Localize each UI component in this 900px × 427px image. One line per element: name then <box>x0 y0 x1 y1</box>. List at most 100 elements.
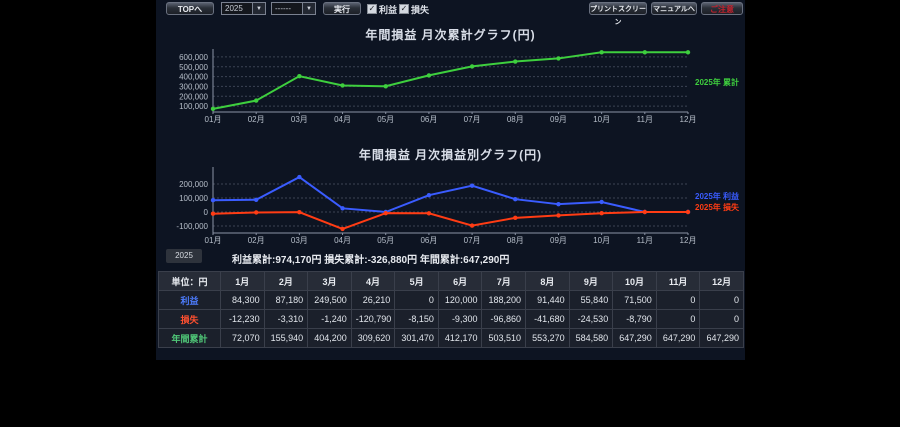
table-row: 利益 84,300 87,180 249,500 26,210 0 120,000 188,2… <box>158 290 744 310</box>
x-tick-label: 06月 <box>420 115 437 124</box>
x-tick-label: 07月 <box>464 115 481 124</box>
value-cell: 120,000 <box>437 290 483 310</box>
chevron-down-icon[interactable]: ▼ <box>302 3 315 14</box>
y-tick-label: 400,000 <box>179 73 208 82</box>
month-header-cell: 12月 <box>699 271 744 291</box>
cumulative-chart: 100,000200,000300,000400,000500,000600,0… <box>179 49 739 124</box>
x-tick-label: 09月 <box>550 236 567 245</box>
x-tick-label: 03月 <box>291 236 308 245</box>
print-screen-button[interactable]: プリントスクリーン <box>589 2 647 26</box>
data-point <box>210 211 216 216</box>
value-cell: -8,790 <box>612 309 657 329</box>
y-tick-label: 200,000 <box>179 180 208 189</box>
value-cell: -12,230 <box>220 309 265 329</box>
y-tick-label: -100,000 <box>176 222 208 231</box>
value-cell: 0 <box>655 290 701 310</box>
cumulative-chart-title: 年間損益 月次累計グラフ(円) <box>365 28 536 42</box>
x-tick-label: 07月 <box>464 236 481 245</box>
month-header-cell: 9月 <box>568 271 614 291</box>
month-header-cell: 5月 <box>394 271 439 291</box>
value-cell: 0 <box>394 290 439 310</box>
data-point <box>210 106 216 112</box>
data-point <box>383 210 388 216</box>
x-tick-label: 10月 <box>593 236 610 245</box>
data-point <box>642 50 648 55</box>
legend-entry: 2025年 利益 <box>695 191 739 201</box>
value-cell: 404,200 <box>307 328 352 348</box>
legend-entry: 2025年 累計 <box>695 77 739 87</box>
legend-entry: 2025年 損失 <box>695 202 740 212</box>
profit-checkbox[interactable]: ✓ <box>367 4 377 14</box>
month-header-cell: 8月 <box>525 271 570 291</box>
series-line <box>212 211 688 230</box>
value-cell: -96,860 <box>481 309 527 329</box>
month-header-cell: 4月 <box>350 271 396 291</box>
value-cell: -3,310 <box>263 309 309 329</box>
value-cell: 72,070 <box>220 328 265 348</box>
x-tick-label: 06月 <box>420 236 437 245</box>
value-cell: 647,290 <box>655 328 701 348</box>
data-point <box>599 211 604 216</box>
value-cell: -1,240 <box>307 309 352 329</box>
data-point <box>253 197 259 202</box>
month-header-cell: 6月 <box>437 271 483 291</box>
data-point <box>426 193 432 198</box>
value-cell: 503,510 <box>481 328 527 348</box>
data-point <box>297 209 302 215</box>
data-point <box>469 183 475 188</box>
value-cell: -41,680 <box>525 309 570 329</box>
x-tick-label: 11月 <box>637 236 653 245</box>
value-cell: 155,940 <box>263 328 309 348</box>
y-tick-label: 100,000 <box>179 194 208 203</box>
data-point <box>210 197 216 203</box>
y-tick-label: 300,000 <box>179 82 208 91</box>
y-tick-label: 200,000 <box>179 92 208 101</box>
data-point <box>513 215 518 221</box>
value-cell: -24,530 <box>568 309 614 329</box>
x-tick-label: 03月 <box>291 115 308 124</box>
loss-checkbox[interactable]: ✓ <box>399 4 409 14</box>
x-tick-label: 01月 <box>205 236 222 245</box>
x-tick-label: 05月 <box>377 115 394 124</box>
value-cell: 647,290 <box>612 328 657 348</box>
y-tick-label: 600,000 <box>179 53 208 62</box>
value-cell: 647,290 <box>699 328 744 348</box>
period-select[interactable]: ------ ▼ <box>271 2 316 15</box>
year-select[interactable]: 2025 ▼ <box>221 2 266 15</box>
caution-button[interactable]: ご注意 <box>701 2 743 15</box>
data-point <box>599 199 604 205</box>
data-point <box>297 174 302 180</box>
x-tick-label: 05月 <box>377 236 394 245</box>
x-tick-label: 12月 <box>680 115 697 124</box>
month-header-cell: 2月 <box>263 271 309 291</box>
month-header-cell: 7月 <box>481 271 527 291</box>
value-cell: 0 <box>699 290 744 310</box>
data-point <box>685 209 691 215</box>
data-point <box>426 211 432 216</box>
data-point <box>383 84 388 89</box>
year-badge[interactable]: 2025 <box>166 249 202 263</box>
data-point <box>513 196 518 202</box>
data-point <box>513 59 518 64</box>
x-tick-label: 01月 <box>205 115 222 124</box>
data-point <box>556 201 561 207</box>
unit-header-cell: 単位：円 <box>158 271 221 291</box>
year-select-value: 2025 <box>225 4 243 13</box>
value-cell: 301,470 <box>394 328 439 348</box>
series-line <box>212 175 688 214</box>
data-point <box>642 209 648 215</box>
top-button[interactable]: TOPへ <box>166 2 214 15</box>
x-tick-label: 08月 <box>507 236 524 245</box>
value-cell: -8,150 <box>394 309 439 329</box>
data-point <box>253 210 259 215</box>
value-cell: -9,300 <box>437 309 483 329</box>
run-button[interactable]: 実行 <box>323 2 361 15</box>
summary-text: 利益累計:974,170円 損失累計:-326,880円 年間累計:647,29… <box>232 255 510 266</box>
chevron-down-icon[interactable]: ▼ <box>252 3 265 14</box>
series-line <box>212 51 688 110</box>
value-cell: -120,790 <box>350 309 396 329</box>
data-point <box>599 50 604 55</box>
manual-button[interactable]: マニュアルへ <box>651 2 697 15</box>
row-label-cell: 損失 <box>158 309 221 329</box>
x-tick-label: 11月 <box>637 115 653 124</box>
